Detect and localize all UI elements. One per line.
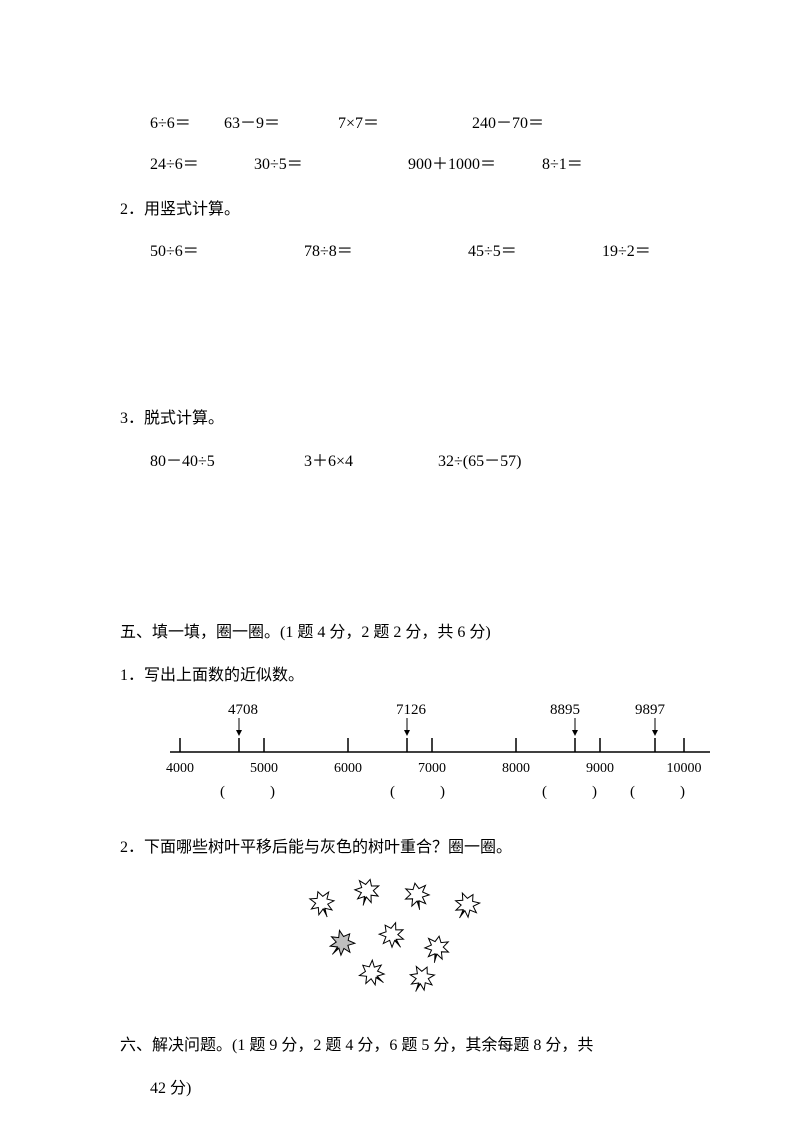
svg-text:4000: 4000 (166, 761, 194, 776)
svg-text:5000: 5000 (250, 761, 278, 776)
equation: 7×7＝ (338, 110, 468, 139)
svg-text:( ): ( ) (542, 784, 597, 800)
svg-text:4708: 4708 (228, 702, 258, 718)
equation: 3＋6×4 (304, 448, 434, 477)
q3-heading: 3．脱式计算。 (120, 405, 673, 434)
equation: 8÷1＝ (542, 151, 583, 180)
number-line: 4708 7126 8895 9897 4000 5000 6000 7000 8000 9000… (120, 700, 673, 816)
equation: 24÷6＝ (150, 151, 250, 180)
svg-text:( ): ( ) (220, 784, 275, 800)
equation: 32÷(65－57) (438, 448, 521, 477)
leaves-figure (120, 873, 673, 1014)
section5-q1-text: 1．写出上面数的近似数。 (120, 662, 673, 691)
equation: 45÷5＝ (468, 238, 598, 267)
equation: 63－9＝ (224, 110, 334, 139)
svg-text:10000: 10000 (667, 761, 702, 776)
equation-row-1: 6÷6＝ 63－9＝ 7×7＝ 240－70＝ (120, 110, 673, 139)
svg-text:7126: 7126 (396, 702, 427, 718)
svg-text:8000: 8000 (502, 761, 530, 776)
number-line-svg: 4708 7126 8895 9897 4000 5000 6000 7000 8000 9000… (150, 700, 710, 805)
svg-text:7000: 7000 (418, 761, 446, 776)
section6-heading: 六、解决问题。(1 题 9 分，2 题 4 分，6 题 5 分，其余每题 8 分… (120, 1032, 673, 1061)
equation: 78÷8＝ (304, 238, 464, 267)
equation: 6÷6＝ (150, 110, 220, 139)
equation: 30÷5＝ (254, 151, 404, 180)
svg-text:6000: 6000 (334, 761, 362, 776)
svg-text:8895: 8895 (550, 702, 580, 718)
equation-row-2: 24÷6＝ 30÷5＝ 900＋1000＝ 8÷1＝ (120, 151, 673, 180)
section5-heading: 五、填一填，圈一圈。(1 题 4 分，2 题 2 分，共 6 分) (120, 619, 673, 648)
svg-text:9897: 9897 (635, 702, 666, 718)
equation: 80－40÷5 (150, 448, 300, 477)
equation: 19÷2＝ (602, 238, 651, 267)
leaves-svg (272, 873, 522, 1003)
section6-heading-cont: 42 分) (120, 1075, 673, 1104)
equation: 900＋1000＝ (408, 151, 538, 180)
svg-text:( ): ( ) (390, 784, 445, 800)
section5-q2-text: 2．下面哪些树叶平移后能与灰色的树叶重合？圈一圈。 (120, 834, 673, 863)
q3-equations: 80－40÷5 3＋6×4 32÷(65－57) (120, 448, 673, 477)
equation: 50÷6＝ (150, 238, 300, 267)
equation: 240－70＝ (472, 110, 544, 139)
svg-text:9000: 9000 (586, 761, 614, 776)
q2-heading: 2．用竖式计算。 (120, 196, 673, 225)
svg-text:( ): ( ) (630, 784, 685, 800)
q2-equations: 50÷6＝ 78÷8＝ 45÷5＝ 19÷2＝ (120, 238, 673, 267)
